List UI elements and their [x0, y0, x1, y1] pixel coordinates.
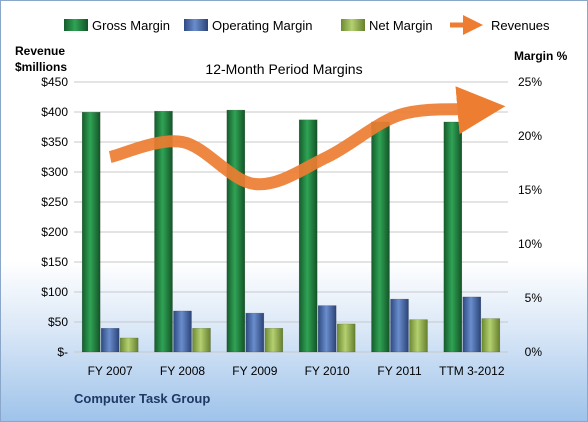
- right-tick-label: 20%: [518, 129, 542, 143]
- category-label: FY 2007: [88, 364, 133, 378]
- gridlines: [74, 81, 508, 353]
- legend-item-gross-margin[interactable]: Gross Margin: [64, 18, 170, 33]
- gross-margin-bar: [371, 121, 390, 353]
- net-margin-bar: [119, 337, 139, 353]
- left-tick-label: $-: [57, 345, 68, 359]
- operating-margin-bar: [390, 298, 409, 353]
- left-tick-label: $150: [41, 255, 68, 269]
- gross-margin-bar: [298, 119, 318, 353]
- chart-title: 12-Month Period Margins: [205, 61, 362, 77]
- legend-item-net-margin[interactable]: Net Margin: [341, 18, 433, 33]
- legend-item-operating-margin[interactable]: Operating Margin: [184, 18, 312, 33]
- revenue-line: [108, 86, 506, 191]
- net-margin-bar: [192, 327, 211, 353]
- legend-label-operating-margin: Operating Margin: [212, 18, 312, 33]
- operating-margin-bar: [245, 312, 265, 353]
- bars: [81, 109, 501, 353]
- net-margin-bar: [264, 327, 284, 353]
- operating-margin-bar: [317, 305, 337, 353]
- left-tick-label: $450: [41, 75, 68, 89]
- left-axis-ticks: $- $50 $100 $150 $200 $250 $300 $350 $400 $450: [41, 75, 68, 359]
- right-axis-title: Margin %: [514, 49, 568, 63]
- operating-margin-bar: [462, 296, 482, 353]
- category-label: FY 2011: [377, 364, 422, 378]
- gross-margin-bar: [443, 121, 463, 353]
- right-tick-label: 10%: [518, 237, 542, 251]
- gross-margin-bar: [226, 109, 246, 353]
- category-label: TTM 3-2012: [439, 364, 505, 378]
- legend-label-revenues: Revenues: [491, 18, 550, 33]
- left-tick-label: $350: [41, 135, 68, 149]
- gross-margin-bar: [81, 111, 101, 353]
- net-margin-bar: [409, 319, 428, 353]
- right-tick-label: 5%: [525, 291, 543, 305]
- right-tick-label: 15%: [518, 183, 542, 197]
- left-tick-label: $50: [48, 315, 68, 329]
- right-tick-label: 0%: [525, 345, 543, 359]
- net-margin-bar: [336, 323, 356, 353]
- category-label: FY 2008: [160, 364, 205, 378]
- operating-margin-bar: [173, 310, 192, 353]
- legend-label-net-margin: Net Margin: [369, 18, 433, 33]
- company-name: Computer Task Group: [74, 391, 210, 406]
- category-labels: FY 2007 FY 2008 FY 2009 FY 2010 FY 2011 TTM 3…: [88, 364, 505, 378]
- left-tick-label: $250: [41, 195, 68, 209]
- revenues-line-path: [108, 86, 506, 191]
- right-tick-label: 25%: [518, 75, 542, 89]
- category-label: FY 2010: [305, 364, 350, 378]
- left-axis-title-line1: Revenue: [15, 44, 65, 58]
- legend-swatch-gross-margin: [64, 19, 88, 31]
- left-tick-label: $400: [41, 105, 68, 119]
- right-axis-ticks: 0% 5% 10% 15% 20% 25%: [518, 75, 542, 359]
- category-label: FY 2009: [232, 364, 277, 378]
- legend-swatch-operating-margin: [184, 19, 208, 31]
- legend-item-revenues[interactable]: Revenues: [450, 15, 550, 35]
- operating-margin-bar: [100, 327, 120, 353]
- legend: Gross Margin Operating Margin Net Margin…: [64, 15, 550, 35]
- legend-swatch-net-margin: [341, 19, 365, 31]
- left-tick-label: $200: [41, 225, 68, 239]
- left-tick-label: $300: [41, 165, 68, 179]
- gross-margin-bar: [154, 110, 173, 353]
- left-axis-title-line2: $millions: [15, 60, 67, 74]
- net-margin-bar: [481, 318, 501, 353]
- legend-label-gross-margin: Gross Margin: [92, 18, 170, 33]
- left-tick-label: $100: [41, 285, 68, 299]
